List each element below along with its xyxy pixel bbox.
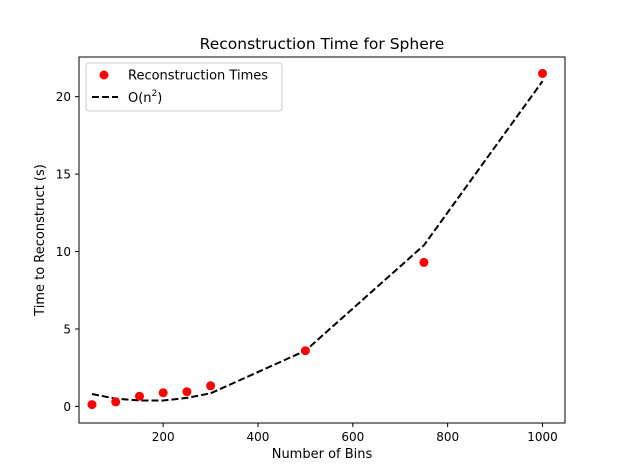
plot-frame bbox=[78, 56, 566, 424]
legend-label-complexity-close: ) bbox=[157, 91, 162, 106]
plot-area bbox=[87, 68, 547, 410]
data-point bbox=[111, 397, 121, 407]
legend-frame bbox=[85, 62, 283, 112]
data-point bbox=[135, 391, 144, 401]
data-point bbox=[300, 346, 310, 356]
data-point bbox=[538, 68, 547, 78]
x-tick-label: 1000 bbox=[527, 430, 558, 444]
y-tick-label: 5 bbox=[63, 322, 71, 336]
legend-label-complexity: O(n2) bbox=[128, 89, 162, 106]
x-tick-label: 800 bbox=[436, 430, 459, 444]
data-point bbox=[158, 388, 168, 398]
x-axis-label: Number of Bins bbox=[272, 447, 373, 462]
chart-title: Reconstruction Time for Sphere bbox=[200, 35, 445, 53]
x-axis: 200 400 600 800 1000 bbox=[152, 423, 558, 444]
data-point bbox=[419, 257, 429, 267]
y-axis-label: Time to Reconstruct (s) bbox=[33, 164, 48, 317]
legend-label-complexity-exponent: 2 bbox=[152, 89, 158, 99]
x-tick-label: 200 bbox=[152, 430, 175, 444]
y-tick-label: 10 bbox=[56, 245, 71, 259]
data-point bbox=[182, 387, 192, 397]
legend-label-reconstruction-times: Reconstruction Times bbox=[128, 69, 268, 84]
y-axis: 0 5 10 15 20 bbox=[56, 90, 79, 414]
data-point bbox=[206, 381, 216, 391]
legend: Reconstruction Times O(n2) bbox=[85, 62, 283, 112]
legend-label-complexity-base: O(n bbox=[128, 91, 152, 106]
x-tick-label: 400 bbox=[247, 430, 270, 444]
y-tick-label: 15 bbox=[56, 168, 71, 182]
y-tick-label: 0 bbox=[63, 400, 71, 414]
legend-scatter-marker bbox=[99, 70, 109, 80]
data-point bbox=[87, 400, 97, 410]
y-tick-label: 20 bbox=[56, 90, 71, 104]
x-tick-label: 600 bbox=[341, 430, 364, 444]
complexity-line bbox=[91, 80, 544, 402]
